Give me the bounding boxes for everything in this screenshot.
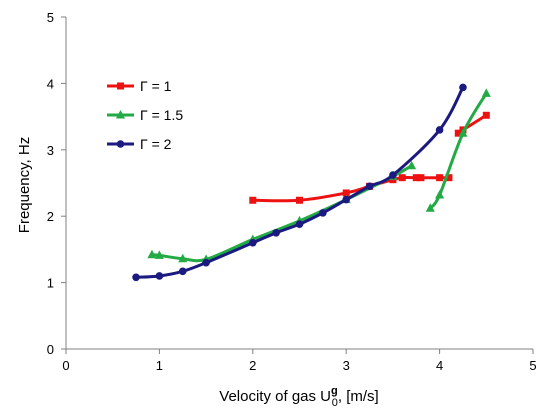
data-point (295, 220, 304, 228)
data-point (454, 129, 462, 137)
data-point (342, 189, 350, 197)
series-line (134, 85, 465, 279)
data-point (249, 196, 257, 204)
legend-marker (117, 82, 124, 90)
data-point (365, 182, 374, 191)
axes (65, 17, 533, 350)
data-point (412, 174, 420, 182)
y-tick-label: 2 (47, 209, 54, 224)
series-circle (132, 83, 467, 282)
data-point (481, 88, 491, 97)
data-series (132, 83, 491, 282)
x-axis-label: Velocity of gas Ug 0, [m/s] (219, 385, 378, 409)
data-point (425, 203, 435, 212)
legend-item: Γ = 1 (107, 78, 172, 94)
data-point (407, 160, 417, 170)
x-axis-label-superscript: g (331, 385, 338, 397)
data-point (435, 126, 444, 134)
data-point (272, 229, 280, 237)
y-tick-label: 3 (47, 143, 54, 158)
data-point (417, 174, 425, 182)
data-point (147, 249, 157, 259)
legend-marker (116, 140, 125, 148)
legend-label: Γ = 2 (140, 136, 172, 152)
data-point (132, 273, 140, 282)
series-line (150, 164, 414, 263)
data-point (458, 128, 468, 137)
data-point (178, 267, 187, 276)
data-point (398, 174, 406, 182)
legend-item: Γ = 1.5 (107, 107, 183, 123)
series-line (428, 91, 488, 210)
x-tick-label: 1 (156, 358, 163, 373)
x-tick-label: 5 (529, 358, 536, 373)
x-axis-label-subscript: 0 (332, 397, 338, 409)
data-point (482, 111, 490, 119)
x-tick-label: 0 (62, 358, 69, 373)
data-point (249, 238, 257, 247)
x-tick-label: 4 (436, 358, 443, 373)
y-tick-label: 4 (47, 76, 54, 91)
data-point (445, 174, 453, 182)
y-axis-label: Frequency, Hz (16, 137, 33, 233)
data-point (389, 171, 397, 179)
x-axis-label-text: Velocity of gas U (219, 388, 331, 405)
data-point (342, 195, 351, 204)
data-point (436, 174, 444, 182)
series-line (251, 176, 451, 203)
data-point (178, 253, 188, 263)
x-tick-label: 3 (343, 358, 350, 373)
legend-label: Γ = 1.5 (140, 107, 183, 123)
y-tick-label: 5 (47, 10, 54, 25)
data-point (319, 209, 327, 217)
data-point (202, 258, 210, 267)
legend-marker (116, 110, 125, 119)
x-axis-label-unit: , [m/s] (338, 388, 379, 405)
tick-labels: 0 1 2 3 4 5 0 1 2 3 4 5 (47, 10, 537, 373)
y-tick-label: 1 (47, 276, 54, 291)
data-point (435, 189, 445, 199)
tick-marks (61, 16, 534, 354)
legend-label: Γ = 1 (140, 78, 172, 94)
legend: Γ = 1 Γ = 1.5 Γ = 2 (107, 78, 183, 152)
x-tick-label: 2 (249, 358, 256, 373)
data-point (154, 250, 164, 259)
data-point (155, 272, 164, 280)
data-point (459, 83, 467, 92)
y-tick-label: 0 (47, 342, 54, 357)
legend-item: Γ = 2 (107, 136, 172, 152)
data-point (296, 196, 303, 204)
